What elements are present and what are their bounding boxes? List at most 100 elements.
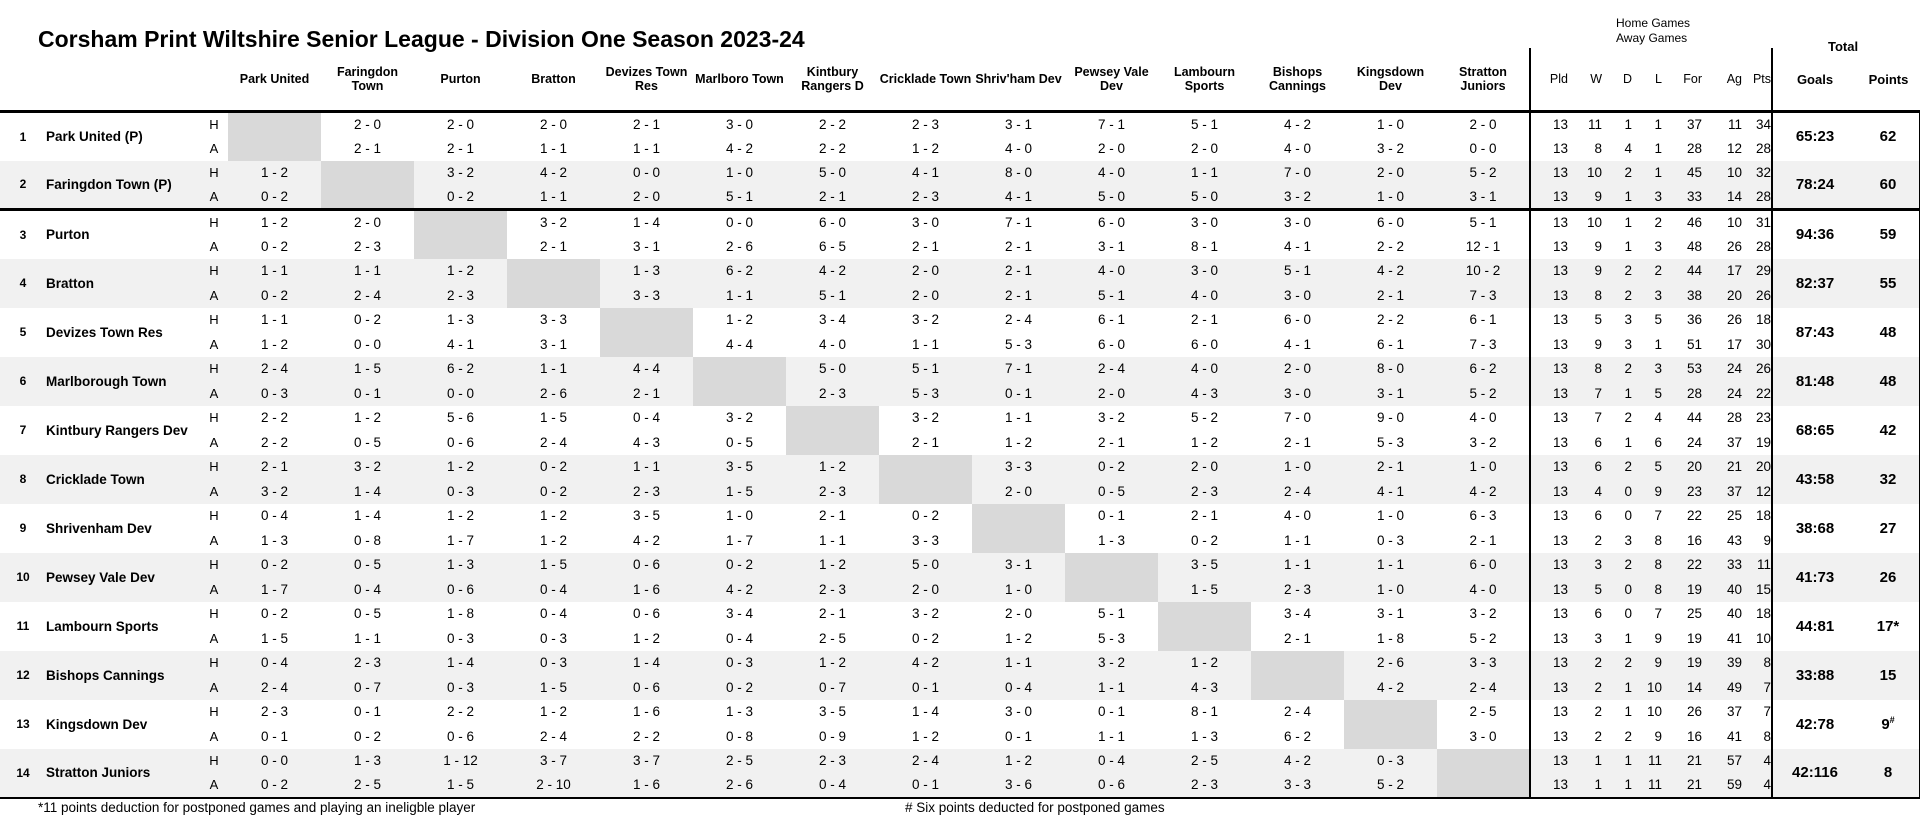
- stat-cell: 26: [1742, 356, 1773, 381]
- score-cell: 2 - 3: [786, 577, 879, 602]
- stat-cell: 21: [1702, 454, 1742, 479]
- score-cell: 1 - 6: [600, 577, 693, 602]
- points-cell: 60: [1857, 160, 1920, 211]
- score-cell: 2 - 6: [507, 381, 600, 406]
- opponent-header: Park United: [228, 48, 321, 113]
- score-cell: 6 - 0: [818, 215, 846, 230]
- stat-cell: 21: [1662, 773, 1702, 799]
- position-cell: 3: [19, 227, 27, 242]
- stat-cell: 8: [1568, 283, 1602, 308]
- score-cell: 4 - 4: [725, 336, 753, 352]
- home-label: H: [209, 410, 219, 426]
- score-cell: 2 - 0: [1097, 140, 1125, 156]
- score-cell: 6 - 1: [1376, 336, 1404, 352]
- score-cell: 3 - 1: [1097, 238, 1125, 254]
- score-cell: 1 - 12: [414, 748, 507, 773]
- stat-cell: 8: [1594, 140, 1602, 156]
- score-cell: 0 - 1: [972, 381, 1065, 406]
- stat-header: L: [1632, 48, 1662, 113]
- opponent-header: Cricklade Town: [879, 48, 972, 113]
- diagonal-cell: [1065, 552, 1158, 577]
- points-cell: 32: [1857, 454, 1920, 504]
- home-away-games-note: Home Games Away Games: [1616, 16, 1690, 46]
- score-cell: 1 - 2: [228, 160, 321, 185]
- score-cell: 4 - 0: [1158, 283, 1251, 308]
- score-cell: 0 - 1: [321, 381, 414, 406]
- score-cell: 2 - 1: [1283, 630, 1311, 646]
- score-cell: 1 - 1: [228, 258, 321, 283]
- score-cell: 4 - 1: [1283, 336, 1311, 352]
- stat-cell: 13: [1529, 185, 1568, 211]
- score-cell: 0 - 6: [446, 728, 474, 744]
- score-cell: 0 - 4: [786, 773, 879, 799]
- stat-cell: 13: [1529, 577, 1568, 602]
- stat-cell: 2: [1568, 650, 1602, 675]
- score-cell: 3 - 7: [600, 748, 693, 773]
- stat-cell: 1: [1624, 630, 1632, 646]
- score-cell: 0 - 3: [414, 479, 507, 504]
- score-cell: 6 - 5: [818, 238, 846, 254]
- score-cell: 2 - 1: [786, 185, 879, 211]
- stat-cell: 1: [1624, 117, 1632, 132]
- stat-cell: 1: [1624, 434, 1632, 450]
- home-label: H: [200, 552, 228, 577]
- stat-cell: 11: [1632, 773, 1662, 799]
- score-cell: 1 - 8: [1376, 630, 1404, 646]
- score-cell: 2 - 0: [353, 215, 381, 230]
- home-label: H: [200, 454, 228, 479]
- score-cell: 1 - 2: [1004, 434, 1032, 450]
- score-cell: 5 - 1: [1190, 117, 1218, 132]
- score-cell: 3 - 5: [632, 508, 660, 524]
- opponent-header: Purton: [414, 48, 507, 113]
- stat-cell: 11: [1632, 748, 1662, 773]
- league-table: Park United Faringdon Town Purton Bratton De…: [0, 48, 1920, 799]
- stat-cell: 8: [1632, 552, 1662, 577]
- stat-cell: 2: [1568, 675, 1602, 700]
- stat-cell: 1: [1632, 160, 1662, 185]
- stat-cell: 7: [1742, 699, 1773, 724]
- score-cell: 1 - 2: [539, 532, 567, 548]
- stat-cell: 4: [1742, 773, 1773, 799]
- score-cell: 2 - 0: [1251, 356, 1344, 381]
- stat-cell: 2: [1602, 160, 1632, 185]
- score-cell: 3 - 0: [1251, 283, 1344, 308]
- score-cell: 3 - 0: [725, 117, 753, 132]
- away-label: A: [209, 140, 219, 156]
- score-cell: 4 - 3: [1158, 381, 1251, 406]
- stat-cell: 3: [1624, 532, 1632, 548]
- score-cell: 2 - 4: [1251, 479, 1344, 504]
- team-name-cell: Stratton Juniors: [46, 748, 200, 799]
- score-cell: 1 - 6: [600, 773, 693, 799]
- score-cell: 5 - 3: [879, 381, 972, 406]
- team-row-home: 1 Park United (P) H 2 - 0 2 - 0 2 - 0 2 - 1 3 -…: [0, 111, 1920, 161]
- footnote-six-points: # Six points deducted for postponed game…: [905, 800, 1165, 815]
- position-cell: 12: [0, 650, 46, 700]
- score-cell: 2 - 3: [353, 238, 381, 254]
- stat-cell: 13: [1529, 258, 1568, 283]
- stat-cell: 7: [1654, 508, 1662, 524]
- stat-cell: 22: [1686, 508, 1702, 524]
- stat-cell: 1: [1624, 215, 1632, 230]
- score-cell: 5 - 3: [1004, 336, 1032, 352]
- score-cell: 1 - 1: [1065, 675, 1158, 700]
- score-cell: 0 - 2: [353, 312, 381, 328]
- score-cell: 0 - 5: [321, 552, 414, 577]
- score-cell: 2 - 3: [786, 381, 879, 406]
- score-cell: 2 - 6: [725, 238, 753, 254]
- score-cell: 0 - 2: [228, 283, 321, 308]
- score-cell: 2 - 2: [1376, 312, 1404, 328]
- diagonal-cell: [693, 381, 786, 406]
- stat-cell: 1: [1568, 773, 1602, 799]
- score-cell: 2 - 0: [1158, 454, 1251, 479]
- score-cell: 6 - 0: [1283, 312, 1311, 328]
- score-cell: 5 - 1: [1065, 283, 1158, 308]
- score-cell: 0 - 4: [321, 577, 414, 602]
- stat-cell: 17: [1726, 336, 1742, 352]
- score-cell: 5 - 3: [1376, 434, 1404, 450]
- stat-cell: 23: [1662, 479, 1702, 504]
- diagonal-cell: [786, 430, 879, 455]
- score-cell: 0 - 3: [414, 675, 507, 700]
- score-cell: 2 - 2: [818, 140, 846, 156]
- score-cell: 6 - 0: [1376, 215, 1404, 230]
